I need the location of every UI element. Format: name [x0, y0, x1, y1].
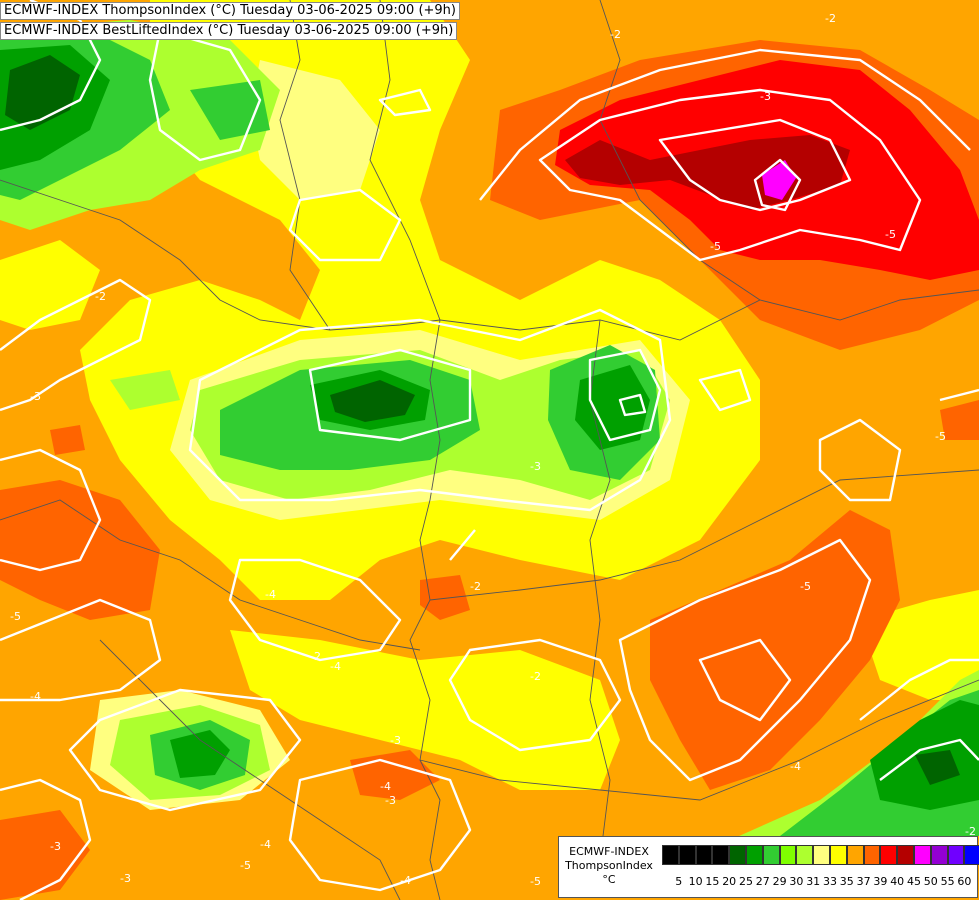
legend-swatch	[695, 845, 713, 865]
contour-label: -4	[265, 588, 276, 601]
legend-swatch	[762, 845, 780, 865]
contour-labels: -2 -2 -3 -3 -3 -5 -5 -5 -4 -4 -4 -3 -2 -…	[10, 12, 976, 888]
legend-tick-label: 31	[806, 875, 821, 888]
magenta-field	[762, 160, 796, 200]
contour-label: -3	[30, 390, 41, 403]
contour-label: -3	[530, 460, 541, 473]
legend-tick-label: 45	[907, 875, 921, 888]
contour-label: -5	[530, 875, 541, 888]
contour-label: -2	[95, 290, 106, 303]
contour-label: -5	[935, 430, 946, 443]
contour-label: -3	[390, 734, 401, 747]
legend-swatch	[712, 845, 730, 865]
contour-label: -5	[885, 228, 896, 241]
contour-label: -4	[330, 660, 341, 673]
legend-unit: °C	[602, 873, 616, 886]
contour-label: -5	[710, 240, 721, 253]
legend-swatch	[745, 845, 763, 865]
legend-tick-label: 55	[940, 875, 955, 888]
contour-label: -2	[470, 580, 481, 593]
legend-tick-label: 33	[823, 875, 837, 888]
legend-swatch	[813, 845, 830, 865]
legend-swatch	[947, 845, 965, 865]
legend-tick-label: 50	[923, 875, 938, 888]
contour-label: -3	[120, 872, 131, 885]
legend-swatch	[662, 845, 679, 865]
legend-swatch	[678, 845, 696, 865]
map-title-best-lifted-index: ECMWF-INDEX BestLiftedIndex (°C) Tuesday…	[0, 22, 458, 40]
contour-label: -3	[50, 840, 61, 853]
contour-label: -5	[240, 859, 251, 872]
legend-tick-label: 20	[722, 875, 737, 888]
contour-label: -4	[260, 838, 271, 851]
legend-tick-label: 5	[675, 875, 683, 888]
legend-label: ECMWF-INDEX ThompsonIndex °C	[559, 845, 659, 887]
contour-label: -2	[610, 28, 621, 41]
contour-label: -2	[310, 650, 321, 663]
contour-label: -5	[10, 610, 21, 623]
contour-label: -2	[530, 670, 541, 683]
contour-label: -4	[400, 874, 411, 887]
legend-swatch	[964, 845, 979, 865]
contour-label: -4	[30, 690, 41, 703]
legend-model: ECMWF-INDEX	[569, 845, 649, 858]
contour-label: -4	[790, 760, 801, 773]
legend-swatch	[729, 845, 746, 865]
legend-tick-label: 27	[755, 875, 770, 888]
legend-swatch	[846, 845, 864, 865]
legend-tick-label: 15	[705, 875, 720, 888]
legend-tick-label: 40	[890, 875, 905, 888]
legend-swatch	[829, 845, 847, 865]
legend-swatch	[880, 845, 898, 865]
contour-label: -2	[825, 12, 836, 25]
legend-tick-label: 29	[772, 875, 787, 888]
contour-label: -2	[965, 825, 976, 838]
legend-swatch	[913, 845, 931, 865]
legend-tick-label: 60	[957, 875, 972, 888]
legend-swatch	[897, 845, 914, 865]
contour-label: -3	[760, 90, 771, 103]
contour-label: -3	[385, 794, 396, 807]
legend-tick-label: 25	[739, 875, 753, 888]
legend-tick-label: 30	[789, 875, 804, 888]
contour-label: -4	[380, 780, 391, 793]
legend-tick-label: 35	[839, 875, 854, 888]
legend-tick-label: 39	[873, 875, 888, 888]
dark-green-field	[5, 55, 960, 785]
legend-swatch	[863, 845, 881, 865]
legend-tick-label: 10	[688, 875, 703, 888]
legend-tick-label: 37	[856, 875, 871, 888]
legend-parameter: ThompsonIndex	[565, 859, 653, 872]
contour-label: -5	[800, 580, 811, 593]
legend-swatches	[662, 845, 979, 865]
legend-swatch	[796, 845, 814, 865]
map-title-thompson-index: ECMWF-INDEX ThompsonIndex (°C) Tuesday 0…	[0, 2, 460, 20]
color-legend: ECMWF-INDEX ThompsonIndex °C 5 10 15 20 25 27…	[558, 836, 979, 898]
legend-swatch	[779, 845, 797, 865]
legend-swatch	[930, 845, 948, 865]
